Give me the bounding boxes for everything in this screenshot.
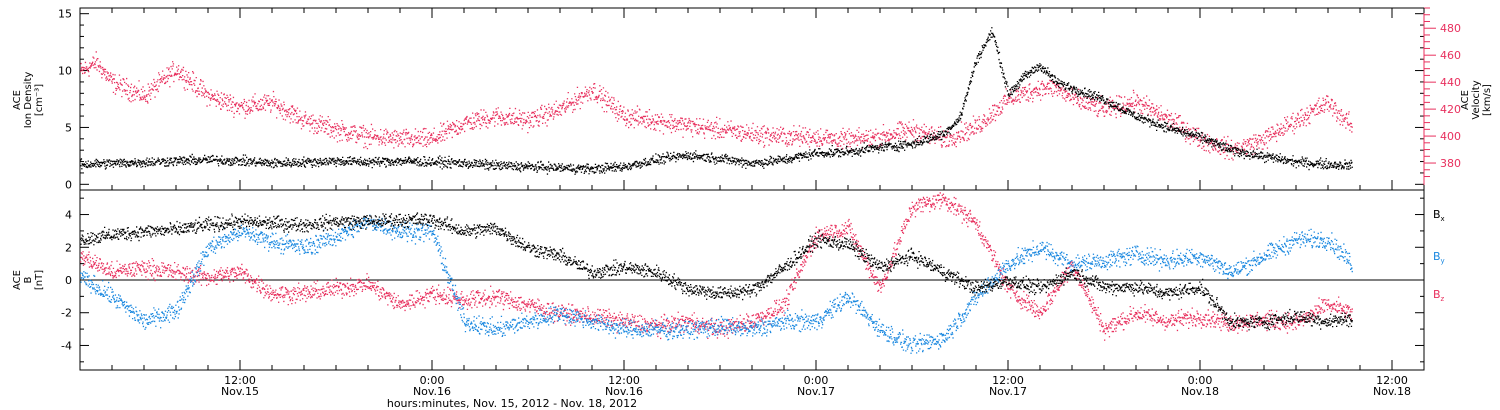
velocity-y-axis-title-line: [km/s] [1482, 84, 1493, 116]
b-y-tick-label: -2 [61, 307, 72, 320]
x-tick-label-time: 0:00 [420, 374, 445, 387]
b-y-tick-label: 2 [65, 241, 72, 254]
velocity-y-tick-label: 480 [1440, 22, 1461, 35]
velocity-y-tick-label: 380 [1440, 157, 1461, 170]
x-tick-label-time: 12:00 [992, 374, 1024, 387]
x-tick-label-time: 12:00 [224, 374, 256, 387]
velocity-y-tick-label: 420 [1440, 103, 1461, 116]
x-tick-label-date: Nov.17 [797, 385, 835, 398]
velocity-y-tick-label: 440 [1440, 76, 1461, 89]
density-y-axis-title-line: [cm⁻³] [34, 84, 45, 116]
b-y-tick-label: 4 [65, 209, 72, 222]
b-y-axis-title-line: ACE [12, 270, 23, 290]
legend-entry-By: By [1433, 250, 1445, 265]
x-tick-label-date: Nov.17 [989, 385, 1027, 398]
x-axis-title: hours:minutes, Nov. 15, 2012 - Nov. 18, … [387, 397, 637, 410]
velocity-y-tick-label: 460 [1440, 49, 1461, 62]
b-y-axis-title-line: B [23, 276, 34, 283]
x-tick-label-date: Nov.15 [221, 385, 259, 398]
bz-series-points [80, 192, 1353, 341]
legend-entry-subscript: x [1441, 215, 1445, 223]
velocity-y-tick-label: 400 [1440, 130, 1461, 143]
x-tick-label-date: Nov.16 [605, 385, 643, 398]
b-y-axis-title: ACEB[nT] [12, 270, 45, 290]
x-tick-label-time: 0:00 [1188, 374, 1213, 387]
by-series-points [80, 214, 1353, 354]
b-y-axis-title-line: [nT] [34, 270, 45, 290]
density-y-tick-label: 5 [65, 121, 72, 134]
legend-entry-subscript: y [1441, 257, 1445, 265]
legend-entry-Bx: Bx [1433, 208, 1445, 223]
density-series-points [80, 27, 1353, 175]
velocity-y-axis-title-line: ACE [1460, 90, 1471, 110]
density-y-axis-title-line: ACE [12, 90, 23, 110]
velocity-y-axis-title-line: Velocity [1471, 80, 1482, 119]
bx-series-points [80, 212, 1353, 331]
x-tick-label-time: 12:00 [608, 374, 640, 387]
b-y-tick-label: -4 [61, 339, 72, 352]
density-y-axis-title: ACEIon Density[cm⁻³] [12, 72, 45, 129]
time-axis: 12:00Nov.150:00Nov.1612:00Nov.160:00Nov.… [111, 8, 1425, 398]
b-y-tick-label: 0 [65, 274, 72, 287]
density-y-axis-title-line: Ion Density [23, 72, 34, 129]
x-tick-label-time: 12:00 [1376, 374, 1408, 387]
legend-entry-Bz: Bz [1433, 288, 1445, 303]
x-tick-label-date: Nov.18 [1181, 385, 1219, 398]
density-y-tick-label: 10 [58, 65, 72, 78]
x-tick-label-date: Nov.18 [1373, 385, 1411, 398]
legend-entry-subscript: z [1441, 295, 1445, 303]
x-tick-label-time: 0:00 [804, 374, 829, 387]
velocity-y-axis-title: ACEVelocity[km/s] [1460, 80, 1493, 119]
density-y-tick-label: 0 [65, 178, 72, 191]
density-y-tick-label: 15 [58, 8, 72, 21]
x-tick-label-date: Nov.16 [413, 385, 451, 398]
velocity-series-points [80, 51, 1353, 161]
